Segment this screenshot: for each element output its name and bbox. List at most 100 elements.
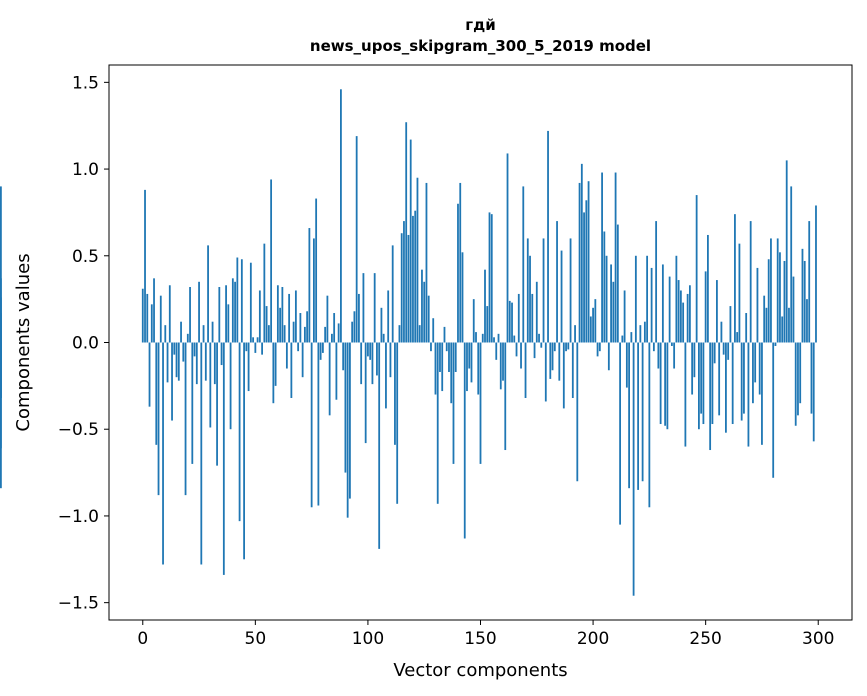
bar bbox=[643, 321, 646, 343]
bar bbox=[684, 342, 687, 447]
bar bbox=[288, 293, 291, 343]
bar bbox=[231, 278, 234, 343]
bar bbox=[326, 295, 329, 343]
bar bbox=[162, 342, 164, 565]
bar bbox=[812, 342, 815, 442]
bar bbox=[254, 342, 257, 353]
bar bbox=[0, 342, 2, 449]
bar bbox=[297, 342, 300, 352]
bar bbox=[481, 333, 484, 343]
bar bbox=[785, 160, 788, 343]
bar bbox=[479, 342, 482, 464]
bar bbox=[580, 163, 583, 343]
bar bbox=[630, 332, 633, 343]
bar bbox=[450, 342, 453, 404]
bar bbox=[159, 295, 162, 343]
bar bbox=[263, 243, 266, 343]
bar bbox=[378, 342, 381, 549]
bar bbox=[594, 299, 597, 343]
bar bbox=[709, 342, 712, 451]
bar bbox=[211, 321, 214, 343]
bar bbox=[362, 273, 365, 343]
bar bbox=[281, 287, 284, 343]
bar bbox=[641, 342, 644, 482]
bar bbox=[443, 326, 446, 343]
bar bbox=[333, 313, 336, 343]
y-tick-label: 1.0 bbox=[72, 160, 99, 180]
bar bbox=[331, 333, 333, 343]
bar bbox=[792, 276, 795, 343]
y-tick-label: 1.5 bbox=[72, 73, 99, 93]
bar bbox=[335, 342, 338, 400]
bar bbox=[513, 335, 516, 343]
bar bbox=[612, 281, 615, 343]
bar bbox=[290, 342, 293, 398]
bar bbox=[716, 280, 718, 343]
bar bbox=[236, 257, 239, 343]
bar bbox=[168, 285, 171, 343]
bar bbox=[398, 325, 401, 343]
bar bbox=[267, 325, 270, 343]
bar bbox=[761, 342, 763, 445]
bar bbox=[738, 243, 741, 343]
bar bbox=[391, 245, 394, 343]
bar bbox=[497, 333, 500, 343]
bar bbox=[763, 295, 766, 343]
bar bbox=[193, 342, 196, 357]
bar bbox=[358, 293, 360, 343]
bar bbox=[801, 248, 804, 343]
bar bbox=[560, 250, 563, 343]
bar bbox=[565, 342, 567, 352]
bar bbox=[808, 221, 811, 343]
bar bbox=[299, 313, 302, 343]
bar bbox=[634, 255, 637, 343]
bar bbox=[472, 299, 475, 343]
bar bbox=[810, 342, 813, 414]
bar bbox=[659, 342, 662, 425]
bar bbox=[747, 342, 750, 447]
bar bbox=[700, 342, 703, 414]
bar bbox=[353, 311, 356, 343]
bar bbox=[308, 228, 311, 343]
bar bbox=[261, 342, 263, 355]
y-tick-label: −1.5 bbox=[58, 594, 99, 614]
bar bbox=[535, 281, 538, 343]
bar bbox=[632, 342, 635, 596]
bar bbox=[770, 238, 772, 343]
bar bbox=[270, 179, 273, 343]
bar bbox=[441, 342, 444, 392]
bar bbox=[488, 212, 491, 343]
bar bbox=[711, 342, 714, 425]
bar bbox=[691, 342, 694, 395]
bar bbox=[679, 290, 682, 343]
bar bbox=[652, 342, 655, 352]
bar bbox=[351, 321, 354, 343]
bar bbox=[484, 269, 486, 343]
bar bbox=[639, 325, 642, 343]
bar bbox=[664, 342, 667, 426]
bar bbox=[218, 287, 221, 343]
bar bbox=[303, 326, 306, 343]
bar bbox=[506, 153, 509, 343]
bar bbox=[529, 255, 531, 343]
bar bbox=[475, 332, 477, 343]
bar bbox=[157, 342, 160, 496]
bar bbox=[186, 333, 189, 343]
bar bbox=[616, 224, 619, 343]
bar bbox=[344, 342, 347, 473]
bar bbox=[222, 342, 225, 575]
bar bbox=[556, 221, 558, 343]
bar bbox=[387, 290, 390, 343]
bar bbox=[405, 122, 408, 343]
bar bbox=[693, 342, 696, 378]
bar bbox=[319, 342, 322, 360]
bar bbox=[434, 342, 437, 395]
bar bbox=[493, 337, 495, 343]
bar bbox=[463, 342, 466, 539]
bar bbox=[788, 307, 790, 343]
bar bbox=[252, 337, 254, 343]
bar bbox=[432, 318, 435, 343]
y-tick-label: −1.0 bbox=[58, 507, 99, 527]
bar bbox=[598, 342, 601, 352]
bar bbox=[596, 342, 599, 357]
